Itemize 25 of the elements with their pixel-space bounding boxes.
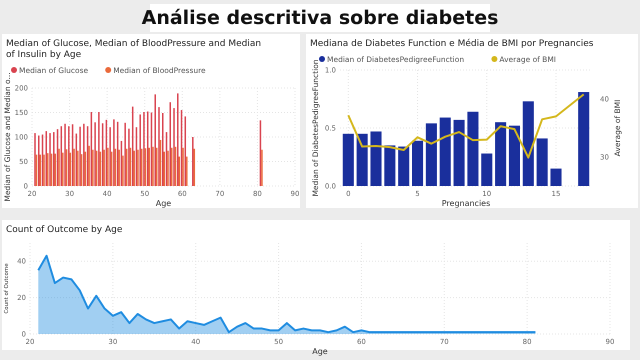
bar [342, 134, 354, 186]
text: Análise descritiva sobre diabetes [142, 7, 498, 29]
x-axis-title: Age [312, 347, 328, 356]
bar [467, 112, 478, 186]
bar [578, 92, 590, 186]
bar [398, 146, 410, 186]
bar [550, 168, 562, 186]
bar [426, 123, 437, 186]
bar [536, 138, 548, 186]
x-axis-title: Age [156, 199, 172, 208]
x-axis-title: Pregnancies [442, 199, 490, 208]
bar [356, 134, 368, 186]
chart-title: Mediana de Diabetes Function e Média de BMI por Pregnancies [310, 38, 594, 49]
line-series [347, 93, 585, 159]
bar [454, 120, 465, 186]
bar [412, 140, 424, 186]
bar [522, 101, 534, 186]
bar [370, 131, 382, 186]
chart-title: Median of Glucose, Median of BloodPressure and Median of Insulin by Age [6, 39, 262, 60]
bar [384, 145, 396, 186]
bar [440, 118, 451, 186]
bar [508, 126, 520, 186]
bar [495, 122, 506, 186]
bar [481, 154, 492, 186]
chart-title: Count of Outcome by Age [6, 225, 123, 235]
